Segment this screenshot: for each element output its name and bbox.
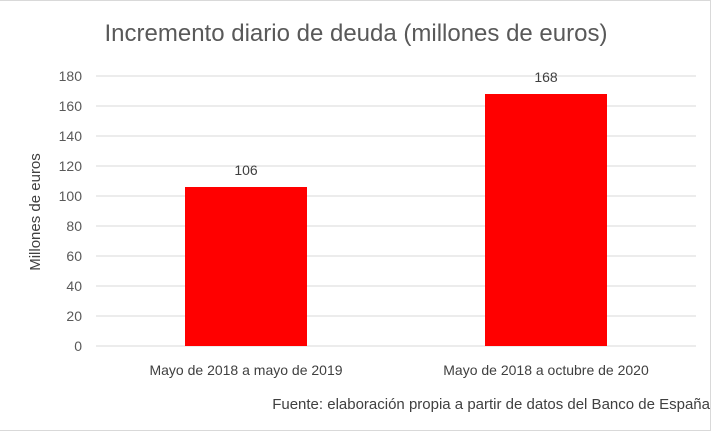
data-labels: 106 168 bbox=[234, 69, 558, 178]
y-tick-label: 160 bbox=[59, 98, 83, 114]
bars bbox=[185, 94, 607, 346]
y-tick-label: 60 bbox=[66, 248, 82, 264]
bar bbox=[185, 187, 307, 346]
y-tick-label: 20 bbox=[66, 308, 82, 324]
y-tick-label: 0 bbox=[74, 338, 82, 354]
x-category-label: Mayo de 2018 a octubre de 2020 bbox=[443, 362, 649, 378]
x-axis-categories: Mayo de 2018 a mayo de 2019 Mayo de 2018 … bbox=[149, 362, 648, 378]
x-category-label: Mayo de 2018 a mayo de 2019 bbox=[149, 362, 342, 378]
data-label: 168 bbox=[534, 69, 558, 85]
y-axis-label: Millones de euros bbox=[27, 153, 44, 271]
y-tick-label: 40 bbox=[66, 278, 82, 294]
y-tick-label: 140 bbox=[59, 128, 83, 144]
data-label: 106 bbox=[234, 162, 258, 178]
y-tick-label: 80 bbox=[66, 218, 82, 234]
source-note: Fuente: elaboración propia a partir de d… bbox=[272, 396, 710, 413]
y-tick-label: 100 bbox=[59, 188, 83, 204]
y-tick-label: 180 bbox=[59, 68, 83, 84]
chart-title: Incremento diario de deuda (millones de … bbox=[104, 20, 608, 47]
bar bbox=[485, 94, 607, 346]
y-tick-label: 120 bbox=[59, 158, 83, 174]
y-axis-ticks: 0 20 40 60 80 100 120 140 160 180 bbox=[59, 68, 83, 354]
